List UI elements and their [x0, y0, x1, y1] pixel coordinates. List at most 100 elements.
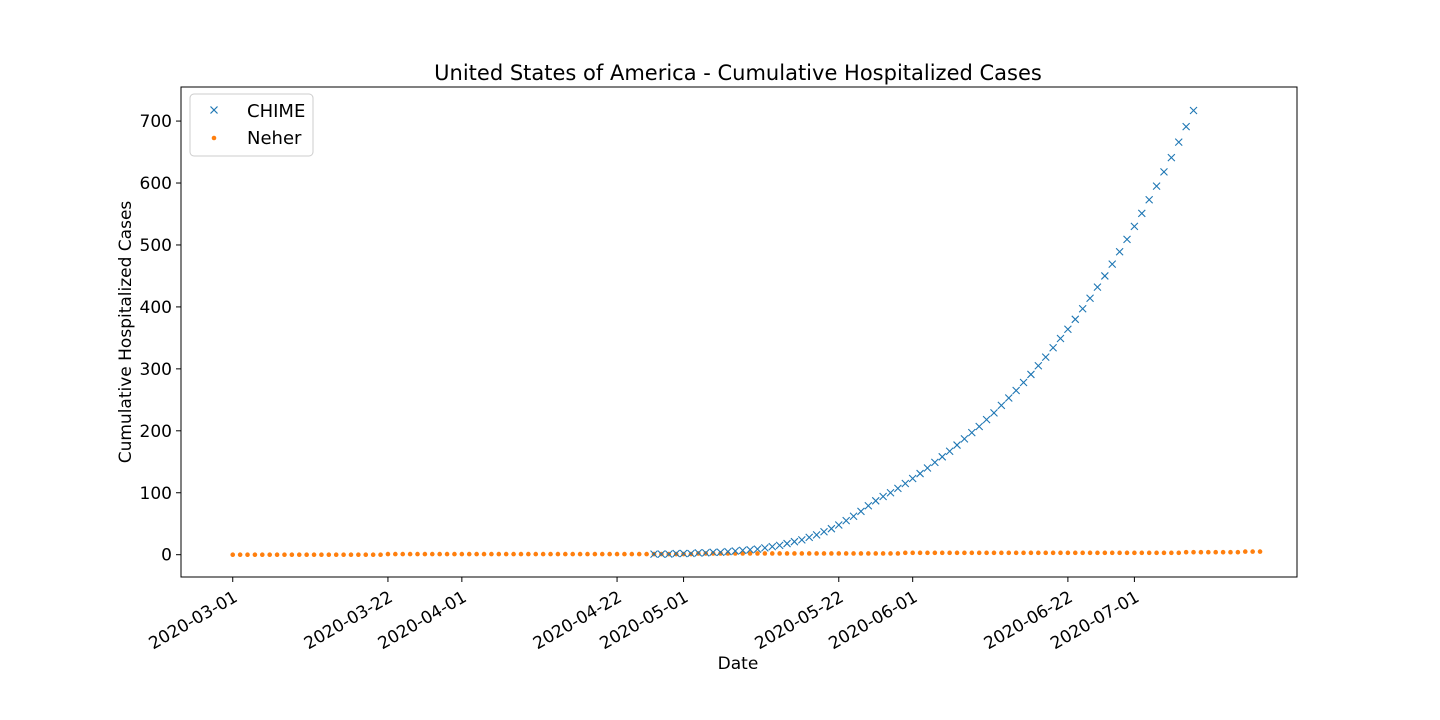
y-tick-label: 500: [140, 236, 172, 256]
neher-point: [503, 551, 509, 557]
chime-point: [805, 533, 814, 542]
chime-point: [753, 545, 762, 554]
neher-point: [984, 550, 989, 556]
neher-series: [230, 549, 1263, 557]
y-tick-label: 600: [140, 174, 172, 194]
neher-point: [740, 551, 745, 556]
neher-point: [962, 550, 967, 556]
neher-point: [474, 551, 479, 557]
neher-point: [489, 551, 494, 557]
neher-point: [252, 552, 258, 557]
neher-point: [1080, 550, 1085, 556]
neher-point: [599, 551, 605, 557]
chime-point: [923, 464, 932, 472]
neher-point: [1191, 549, 1196, 555]
plot-area: [181, 87, 1297, 577]
neher-point: [1072, 550, 1078, 556]
chime-point: [953, 441, 961, 449]
neher-point: [356, 552, 361, 557]
y-tick-label: 200: [140, 422, 172, 442]
neher-point: [526, 551, 531, 557]
neher-point: [1213, 549, 1219, 555]
y-tick-label: 300: [140, 360, 172, 380]
chime-point: [1167, 153, 1176, 162]
neher-point: [769, 551, 775, 556]
neher-point: [799, 551, 805, 556]
chime-point: [812, 530, 821, 539]
neher-point: [282, 552, 287, 557]
neher-point: [1050, 550, 1056, 556]
chime-point: [1182, 122, 1191, 131]
chime-point: [894, 484, 902, 493]
chime-point: [908, 474, 917, 483]
chime-point: [716, 548, 725, 557]
neher-point: [333, 552, 339, 557]
neher-point: [991, 550, 997, 556]
neher-point: [341, 552, 346, 557]
chime-point: [827, 524, 836, 533]
neher-point: [452, 551, 457, 557]
chime-point: [871, 496, 880, 505]
neher-point: [274, 552, 280, 557]
neher-point: [1087, 550, 1093, 556]
neher-point: [592, 551, 598, 557]
neher-point: [851, 551, 856, 556]
chime-point: [775, 541, 784, 550]
chime-point: [1174, 138, 1183, 147]
chime-point: [768, 542, 777, 551]
chime-point: [1145, 195, 1154, 204]
neher-point: [496, 551, 502, 557]
neher-point: [1250, 549, 1255, 554]
chime-point: [857, 507, 865, 516]
chime-point: [783, 539, 791, 548]
neher-point: [747, 551, 753, 556]
neher-point: [939, 550, 945, 556]
neher-point: [836, 551, 842, 556]
chime-point: [1130, 222, 1139, 231]
neher-point: [548, 551, 553, 557]
chime-point: [746, 545, 754, 554]
chime-point: [820, 527, 828, 536]
neher-point: [895, 551, 901, 556]
neher-point: [1198, 549, 1204, 555]
neher-point: [259, 552, 265, 557]
neher-point: [718, 551, 723, 556]
neher-point: [1146, 550, 1152, 556]
y-axis-label: Cumulative Hospitalized Cases: [116, 201, 136, 464]
neher-point: [880, 551, 886, 556]
neher-point: [888, 551, 893, 556]
neher-point: [459, 551, 465, 557]
neher-point: [555, 551, 561, 557]
neher-point: [563, 551, 568, 557]
chime-point: [864, 501, 873, 510]
y-tick-label: 400: [140, 298, 172, 318]
neher-point: [289, 552, 295, 557]
x-axis-label: Date: [718, 654, 759, 674]
neher-point: [466, 551, 472, 557]
neher-point: [1220, 549, 1226, 555]
neher-point: [1154, 550, 1159, 556]
neher-point: [1183, 549, 1189, 555]
chime-point: [709, 548, 718, 557]
chime-point: [679, 549, 688, 558]
neher-point: [902, 550, 908, 556]
neher-point: [755, 551, 760, 556]
chime-point: [1078, 304, 1087, 313]
neher-point: [636, 551, 642, 557]
chime-point: [760, 543, 769, 552]
neher-point: [710, 551, 716, 556]
chime-point: [724, 547, 732, 556]
neher-point: [518, 551, 524, 557]
neher-point: [792, 551, 797, 556]
neher-point: [858, 551, 864, 556]
neher-point: [577, 551, 583, 557]
chime-point: [1041, 353, 1050, 361]
y-tick-label: 700: [140, 112, 172, 132]
plot-frame: [180, 86, 1298, 578]
neher-point: [777, 551, 782, 556]
chime-point: [701, 548, 710, 557]
chime-point: [990, 408, 998, 417]
neher-point: [1132, 550, 1137, 556]
neher-point: [932, 550, 938, 556]
